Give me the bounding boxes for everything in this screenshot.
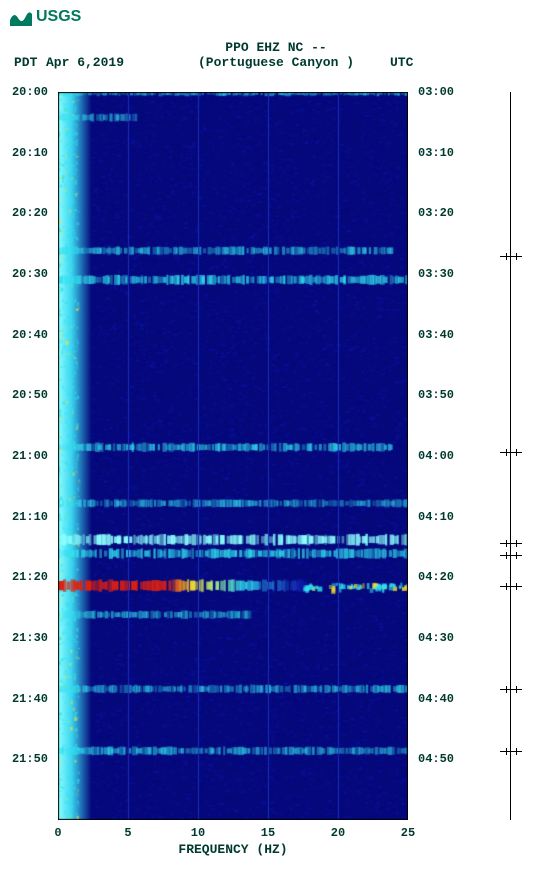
frequency-tick: 10 — [191, 826, 205, 840]
pdt-time-tick: 21:30 — [12, 631, 48, 645]
amplitude-event-mark — [500, 586, 522, 587]
pdt-time-tick: 21:20 — [12, 570, 48, 584]
pdt-time-tick: 21:40 — [12, 692, 48, 706]
utc-time-tick: 03:30 — [418, 267, 454, 281]
usgs-wave-icon — [10, 8, 32, 26]
frequency-tick: 15 — [261, 826, 275, 840]
amplitude-side-axis — [500, 92, 540, 820]
utc-time-tick: 03:00 — [418, 85, 454, 99]
amplitude-event-mark — [500, 689, 522, 690]
frequency-tick: 25 — [401, 826, 415, 840]
amplitude-event-mark — [500, 543, 522, 544]
amplitude-event-mark — [500, 452, 522, 453]
pdt-time-tick: 20:20 — [12, 206, 48, 220]
utc-time-tick: 03:20 — [418, 206, 454, 220]
utc-time-tick: 03:10 — [418, 146, 454, 160]
spectrogram-plot: 20:0020:1020:2020:3020:4020:5021:0021:10… — [58, 92, 408, 820]
pdt-time-tick: 20:30 — [12, 267, 48, 281]
utc-time-tick: 04:30 — [418, 631, 454, 645]
utc-time-tick: 03:50 — [418, 388, 454, 402]
frequency-tick: 5 — [124, 826, 131, 840]
usgs-logo: USGS — [10, 8, 81, 26]
utc-time-tick: 04:50 — [418, 752, 454, 766]
station-code: PPO EHZ NC -- — [0, 40, 552, 55]
pdt-time-tick: 20:50 — [12, 388, 48, 402]
pdt-time-tick: 20:40 — [12, 328, 48, 342]
pdt-time-tick: 21:10 — [12, 510, 48, 524]
utc-time-tick: 04:20 — [418, 570, 454, 584]
amplitude-event-mark — [500, 751, 522, 752]
amplitude-event-mark — [500, 256, 522, 257]
x-axis-label: FREQUENCY (HZ) — [58, 842, 408, 857]
usgs-logo-text: USGS — [36, 8, 81, 26]
utc-time-tick: 03:40 — [418, 328, 454, 342]
left-timezone-label: PDT — [14, 55, 37, 70]
pdt-time-tick: 21:50 — [12, 752, 48, 766]
utc-time-tick: 04:10 — [418, 510, 454, 524]
date-label: Apr 6,2019 — [46, 55, 124, 70]
utc-time-tick: 04:00 — [418, 449, 454, 463]
frequency-tick: 0 — [54, 826, 61, 840]
frequency-tick: 20 — [331, 826, 345, 840]
pdt-time-tick: 21:00 — [12, 449, 48, 463]
utc-time-tick: 04:40 — [418, 692, 454, 706]
amplitude-event-mark — [500, 555, 522, 556]
pdt-time-tick: 20:10 — [12, 146, 48, 160]
spectrogram-canvas — [58, 92, 408, 820]
right-timezone-label: UTC — [390, 55, 413, 70]
pdt-time-tick: 20:00 — [12, 85, 48, 99]
